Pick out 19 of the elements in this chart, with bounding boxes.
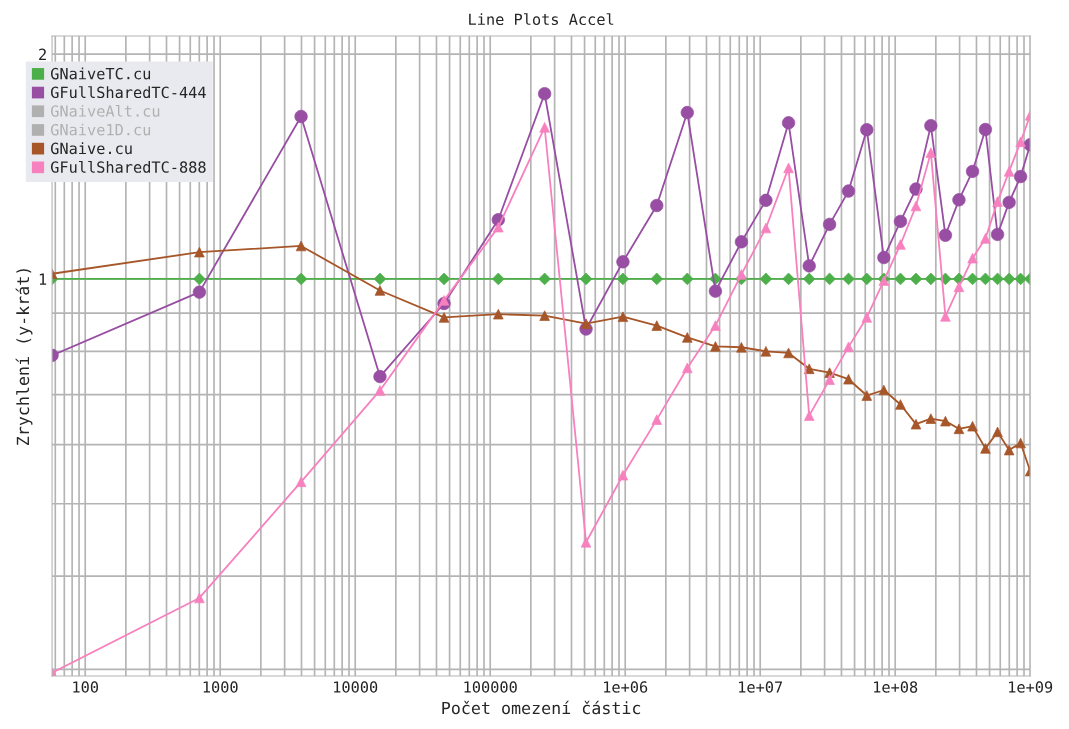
x-tick-label: 100 bbox=[73, 681, 99, 693]
legend-label: GFullSharedTC-888 bbox=[50, 160, 206, 173]
chart-title: Line Plots Accel bbox=[469, 13, 614, 26]
x-axis-title: Počet omezení částic bbox=[442, 700, 641, 715]
legend-label: GFullSharedTC-444 bbox=[50, 86, 206, 99]
legend-label: GNaiveTC.cu bbox=[50, 67, 151, 80]
x-tick-label: 1e+06 bbox=[604, 681, 648, 693]
x-tick-label: 1000 bbox=[203, 681, 238, 693]
x-tick-label: 100000 bbox=[464, 681, 517, 693]
y-tick-label: 2 bbox=[39, 48, 46, 60]
legend-label: GNaive.cu bbox=[50, 142, 132, 155]
x-tick-label: 1e+08 bbox=[874, 681, 918, 693]
legend-label: GNaive1D.cu bbox=[50, 123, 151, 136]
y-tick-label: 1 bbox=[39, 273, 47, 285]
y-axis-title: Zrychlení (y-krát) bbox=[15, 269, 33, 445]
x-tick-label: 1e+09 bbox=[1009, 681, 1053, 693]
x-tick-label: 1e+07 bbox=[739, 681, 783, 693]
legend-label: GNaiveAlt.cu bbox=[50, 104, 160, 117]
x-tick-label: 10000 bbox=[334, 681, 378, 693]
